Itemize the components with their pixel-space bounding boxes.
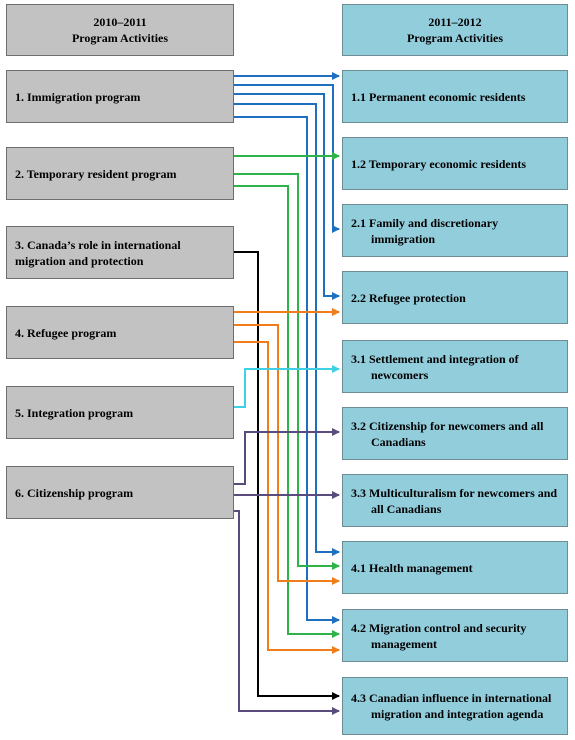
right-item-label: 3.3 Multiculturalism for newcomers and a… — [351, 485, 558, 516]
left-item-label: 1. Immigration program — [15, 89, 141, 104]
right-item-label: 4.2 Migration control and security manag… — [351, 620, 527, 651]
arrow-immigration-to-2-2 — [234, 93, 340, 300]
right-item-3-2: 3.2 Citizenship for newcomers and all Ca… — [342, 407, 568, 460]
right-item-3-3: 3.3 Multiculturalism for newcomers and a… — [342, 474, 568, 527]
left-item-immigration: 1. Immigration program — [6, 70, 234, 123]
right-item-2-2: 2.2 Refugee protection — [342, 271, 568, 324]
left-item-label: 3. Canada’s role in international migrat… — [15, 237, 181, 268]
left-header-year: 2010–2011 — [93, 15, 147, 29]
left-item-canada-role: 3. Canada’s role in international migrat… — [6, 226, 234, 279]
right-item-label: 4.1 Health management — [351, 560, 473, 575]
arrow-refugee-to-4-1 — [234, 324, 340, 585]
left-item-label: 5. Integration program — [15, 405, 134, 420]
right-header-year: 2011–2012 — [428, 15, 482, 29]
right-item-1-1: 1.1 Permanent economic residents — [342, 70, 568, 123]
right-item-label: 2.1 Family and discretionary immigration — [351, 215, 499, 246]
left-item-refugee: 4. Refugee program — [6, 306, 234, 359]
arrow-canada-role-to-4-3 — [234, 251, 340, 700]
arrow-immigration-to-4-1 — [234, 103, 340, 556]
right-item-4-2: 4.2 Migration control and security manag… — [342, 609, 568, 662]
left-item-temporary-resident: 2. Temporary resident program — [6, 147, 234, 200]
arrow-citizenship-to-3-2 — [234, 428, 340, 485]
right-item-label: 3.1 Settlement and integration of newcom… — [351, 351, 519, 382]
right-item-label: 3.2 Citizenship for newcomers and all Ca… — [351, 418, 544, 449]
right-item-1-2: 1.2 Temporary economic residents — [342, 137, 568, 190]
right-item-2-1: 2.1 Family and discretionary immigration — [342, 204, 568, 257]
right-header-title: Program Activities — [406, 31, 504, 45]
arrow-integration-to-3-1 — [234, 365, 340, 408]
left-item-label: 6. Citizenship program — [15, 485, 134, 500]
arrow-citizenship-to-4-3 — [234, 510, 340, 715]
left-item-integration: 5. Integration program — [6, 386, 234, 439]
right-item-label: 4.3 Canadian influence in international … — [351, 691, 552, 721]
right-item-label: 1.1 Permanent economic residents — [351, 89, 526, 104]
right-header: 2011–2012 Program Activities — [342, 4, 568, 56]
left-header: 2010–2011 Program Activities — [6, 4, 234, 56]
arrow-temporary-to-4-2 — [234, 185, 340, 638]
right-item-3-1: 3.1 Settlement and integration of newcom… — [342, 340, 568, 393]
right-item-label: 2.2 Refugee protection — [351, 290, 466, 305]
right-item-label: 1.2 Temporary economic residents — [351, 156, 527, 171]
left-header-title: Program Activities — [71, 31, 169, 45]
left-item-label: 4. Refugee program — [15, 325, 117, 340]
left-item-citizenship: 6. Citizenship program — [6, 466, 234, 519]
left-item-label: 2. Temporary resident program — [15, 166, 177, 181]
right-item-4-1: 4.1 Health management — [342, 541, 568, 594]
right-item-4-3: 4.3 Canadian influence in international … — [342, 677, 568, 735]
